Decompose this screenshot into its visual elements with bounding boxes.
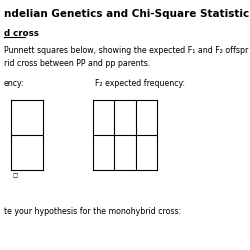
Text: rid cross between PP and pp parents.: rid cross between PP and pp parents.: [4, 60, 150, 68]
Text: te your hypothesis for the monohybrid cross:: te your hypothesis for the monohybrid cr…: [4, 206, 181, 216]
Text: □: □: [12, 173, 17, 178]
Text: d cross: d cross: [4, 28, 39, 38]
Text: ency:: ency:: [4, 79, 24, 88]
Text: ndelian Genetics and Chi-Square Statistics Worksho: ndelian Genetics and Chi-Square Statisti…: [4, 9, 250, 19]
Text: F₂ expected frequency:: F₂ expected frequency:: [95, 79, 185, 88]
Text: Punnett squares below, showing the expected F₁ and F₂ offsprir: Punnett squares below, showing the expec…: [4, 46, 250, 55]
